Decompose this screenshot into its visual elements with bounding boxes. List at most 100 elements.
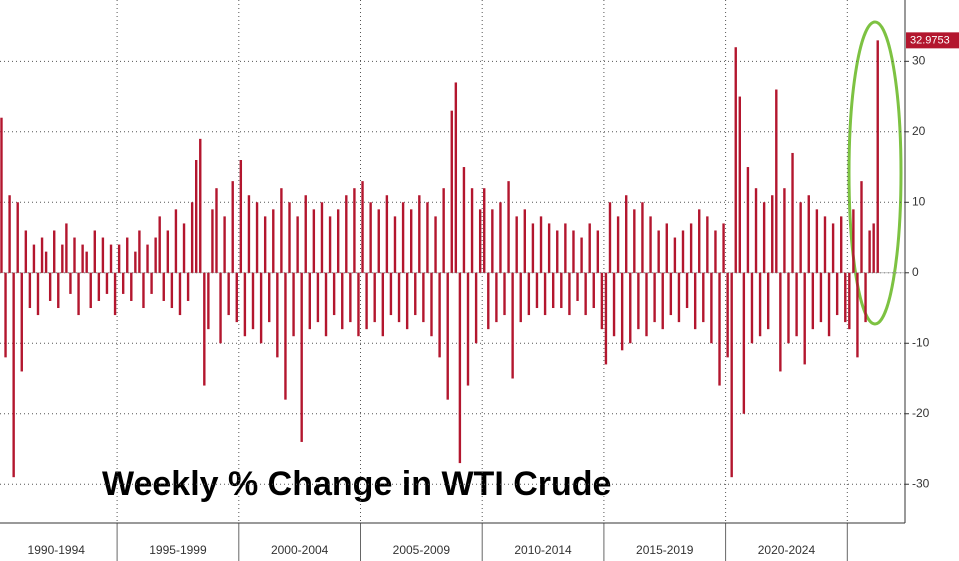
bar	[215, 188, 218, 273]
bar	[470, 188, 474, 273]
bar	[65, 223, 68, 273]
bar	[239, 160, 243, 273]
bar	[73, 237, 76, 273]
bar	[105, 272, 109, 294]
bar	[389, 272, 393, 316]
bar	[154, 237, 157, 273]
bar	[499, 202, 502, 273]
bar	[166, 230, 170, 273]
bar	[280, 188, 283, 273]
bar	[714, 230, 717, 273]
bar	[199, 138, 202, 273]
bar	[40, 237, 44, 273]
x-tick-label: 1990-1994	[28, 543, 86, 557]
highlight-ellipse	[847, 20, 903, 326]
bar	[564, 223, 567, 273]
bar	[369, 202, 372, 273]
bar	[113, 272, 117, 316]
bar	[48, 272, 52, 301]
bar	[706, 216, 709, 273]
bar	[568, 272, 571, 316]
bar	[190, 202, 194, 273]
bar	[304, 195, 307, 273]
bar	[109, 244, 113, 273]
bar	[702, 272, 705, 323]
bar	[251, 272, 255, 330]
bar	[300, 272, 303, 442]
bar	[815, 209, 819, 273]
bar	[320, 202, 324, 273]
bar	[373, 272, 376, 323]
bar	[693, 272, 697, 330]
bar	[272, 209, 275, 273]
bar	[211, 209, 214, 273]
bar	[130, 272, 133, 301]
bar	[0, 117, 3, 273]
bar	[462, 167, 466, 273]
bar	[24, 230, 28, 273]
bar	[235, 272, 238, 323]
bar	[377, 209, 380, 273]
bar	[328, 216, 332, 273]
bar	[381, 272, 385, 337]
bar	[848, 272, 851, 330]
bar	[576, 272, 579, 301]
bar	[507, 181, 510, 273]
bar	[357, 272, 360, 337]
bar	[223, 216, 226, 273]
bar	[758, 272, 762, 337]
bar	[255, 202, 259, 273]
bar	[28, 272, 32, 309]
bar	[8, 195, 11, 273]
bar	[61, 244, 64, 273]
bar	[856, 272, 859, 358]
bar	[495, 272, 498, 323]
bar	[101, 237, 105, 273]
bar	[276, 272, 279, 358]
bar	[766, 272, 770, 330]
bar	[259, 272, 263, 344]
bar	[795, 272, 798, 337]
bar	[612, 272, 616, 337]
bar	[698, 209, 701, 273]
bar	[182, 223, 186, 273]
bar	[592, 272, 595, 309]
bar	[243, 272, 247, 337]
bar	[393, 216, 397, 273]
x-tick-label: 2000-2004	[271, 543, 329, 557]
bar	[385, 195, 389, 273]
bar	[57, 272, 60, 309]
bar	[466, 272, 470, 386]
bar	[117, 244, 121, 273]
bar	[247, 195, 251, 273]
y-tick-label: 0	[912, 265, 919, 279]
bar	[414, 272, 417, 316]
bar	[771, 195, 774, 273]
bar	[138, 230, 141, 273]
bar	[81, 244, 84, 273]
x-tick-label: 2005-2009	[393, 543, 451, 557]
bar	[787, 272, 790, 344]
bar	[844, 272, 847, 323]
bar	[811, 272, 815, 330]
bar	[446, 272, 449, 400]
bar	[292, 272, 295, 337]
bar	[551, 272, 555, 309]
bar	[738, 96, 741, 273]
bar	[284, 272, 287, 400]
bar	[665, 223, 668, 273]
bar	[685, 272, 689, 309]
bar	[840, 216, 843, 273]
bar	[203, 272, 206, 386]
bar	[625, 195, 628, 273]
bar	[730, 272, 733, 478]
bar	[121, 272, 125, 294]
bar	[726, 272, 729, 358]
bar	[32, 244, 36, 273]
bar	[146, 244, 149, 273]
bar	[296, 216, 299, 273]
bar	[746, 167, 750, 273]
bar	[401, 202, 405, 273]
bar	[422, 272, 425, 323]
bar	[673, 237, 677, 273]
